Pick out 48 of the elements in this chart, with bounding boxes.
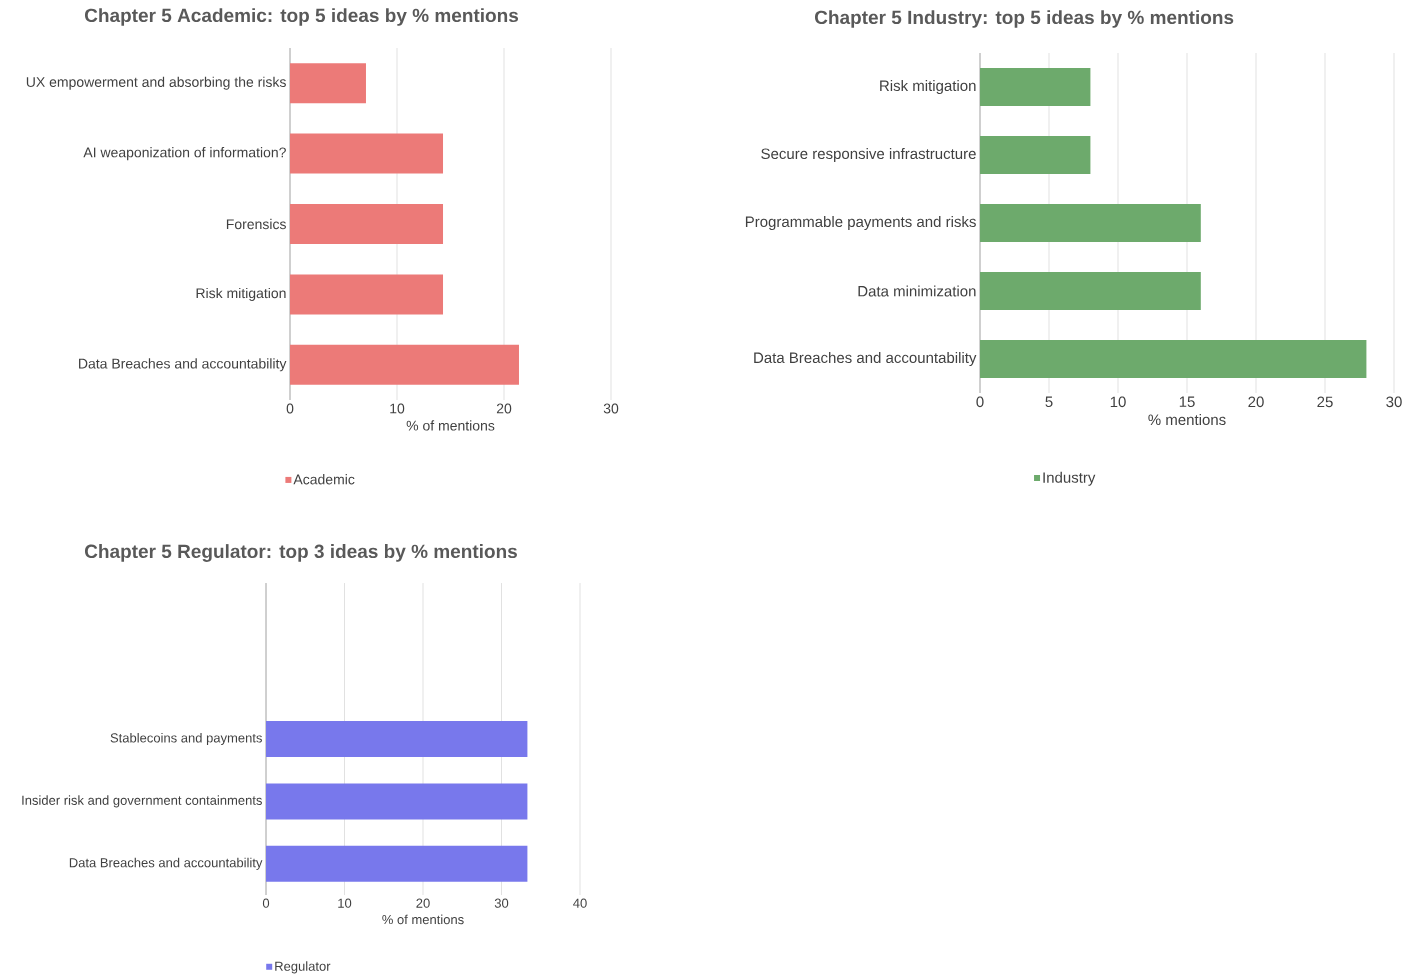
legend-label: Regulator <box>275 961 331 974</box>
bar <box>290 274 444 315</box>
x-tick-label: 0 <box>976 396 984 408</box>
bar <box>980 204 1201 243</box>
y-tick-label: Risk mitigation <box>880 80 976 94</box>
x-tick-label: 25 <box>1317 396 1333 408</box>
x-tick-label: 10 <box>390 403 405 414</box>
legend-label: Academic <box>293 474 355 485</box>
x-tick-label: 20 <box>1248 396 1264 408</box>
chart-title: Chapter 5 Industry: top 5 ideas by % mentions <box>815 10 1234 28</box>
x-tick-label: 0 <box>286 403 294 414</box>
bar <box>980 68 1091 107</box>
x-tick-label: 20 <box>496 403 512 414</box>
x-tick-label: 10 <box>1110 396 1126 408</box>
x-tick-label: 30 <box>494 898 509 908</box>
legend-label: Industry <box>1043 471 1096 486</box>
y-tick-label: Data Breaches and accountability <box>754 352 977 366</box>
y-tick-label: Risk mitigation <box>196 287 286 301</box>
y-tick-label: Stablecoins and payments <box>110 732 262 746</box>
y-tick-label: Forensics <box>226 218 286 230</box>
x-axis-title: % of mentions <box>406 420 495 431</box>
y-tick-label: Data Breaches and accountability <box>79 358 287 372</box>
bar <box>980 272 1201 311</box>
x-tick-label: 0 <box>262 898 270 908</box>
chart-title: Chapter 5 Academic: top 5 ideas by % mentions <box>84 8 519 26</box>
y-tick-label: Data minimization <box>858 285 976 297</box>
chart-title: Chapter 5 Regulator: top 3 ideas by % mentions <box>84 544 517 562</box>
y-tick-label: Programmable payments and risks <box>745 216 976 230</box>
x-tick-label: 5 <box>1045 396 1053 408</box>
y-tick-label: Insider risk and government containments <box>22 795 262 808</box>
x-tick-label: 30 <box>1386 396 1402 408</box>
x-tick-label: 40 <box>573 898 587 908</box>
x-tick-label: 10 <box>338 898 352 908</box>
bar <box>290 344 519 385</box>
bar <box>980 340 1367 379</box>
bar <box>290 133 444 174</box>
x-axis-title: % mentions <box>1148 414 1226 426</box>
y-tick-label: AI weaponization of information? <box>83 147 286 161</box>
y-tick-label: Secure responsive infrastructure <box>761 148 976 162</box>
x-tick-label: 20 <box>416 898 430 908</box>
bar <box>290 63 366 104</box>
x-tick-label: 30 <box>603 403 619 414</box>
x-tick-label: 15 <box>1179 396 1195 408</box>
y-tick-label: Data Breaches and accountability <box>69 857 263 870</box>
bar <box>980 136 1091 175</box>
bar <box>290 204 444 245</box>
y-tick-label: UX empowerment and absorbing the risks <box>26 76 286 90</box>
x-axis-title: % of mentions <box>382 914 464 925</box>
